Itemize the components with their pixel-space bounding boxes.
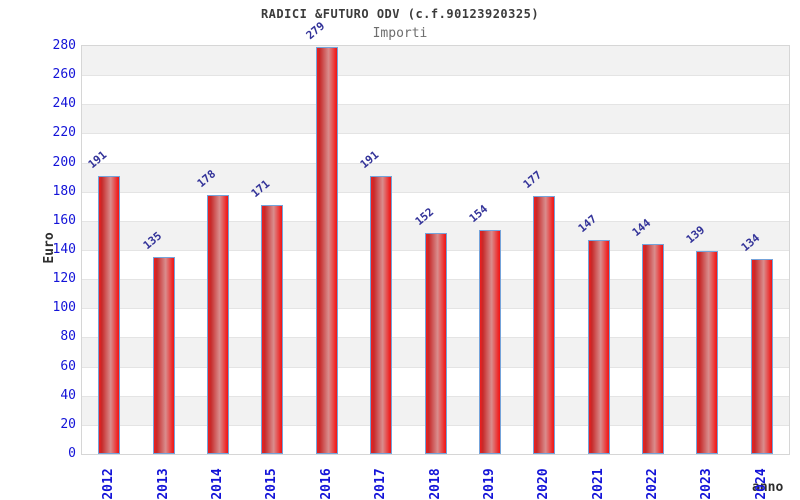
background-band bbox=[82, 133, 789, 163]
x-axis-title: anno bbox=[752, 480, 784, 495]
y-tick-label: 100 bbox=[52, 300, 76, 316]
x-tick-label-2023: 2023 bbox=[699, 468, 715, 500]
y-tick-label: 240 bbox=[52, 96, 76, 112]
background-band bbox=[82, 75, 789, 105]
x-tick-label-2012: 2012 bbox=[101, 468, 117, 500]
x-tick-label-2017: 2017 bbox=[373, 468, 389, 500]
x-tick-label-2019: 2019 bbox=[481, 468, 497, 500]
y-tick-label: 120 bbox=[52, 271, 76, 287]
x-tick-label-2022: 2022 bbox=[645, 468, 661, 500]
background-band bbox=[82, 162, 789, 192]
chart-title: RADICI &FUTURO ODV (c.f.90123920325) bbox=[260, 7, 540, 21]
y-tick-label: 140 bbox=[52, 242, 76, 257]
y-tick-label: 200 bbox=[52, 154, 76, 170]
y-tick-label: 160 bbox=[52, 212, 76, 228]
bar-2014 bbox=[206, 194, 229, 454]
gridline bbox=[82, 191, 789, 193]
gridline bbox=[82, 104, 789, 106]
gridline bbox=[82, 133, 789, 135]
bar-2013 bbox=[152, 257, 175, 454]
y-tick-label: 260 bbox=[52, 67, 76, 83]
y-tick-label: 0 bbox=[68, 446, 76, 461]
y-tick-label: 40 bbox=[60, 387, 76, 403]
bar-2012 bbox=[98, 175, 121, 454]
background-band bbox=[82, 104, 789, 134]
x-tick-label-2020: 2020 bbox=[536, 468, 552, 500]
bar-2016 bbox=[315, 47, 338, 454]
y-tick-label: 220 bbox=[52, 125, 76, 141]
bar-2022 bbox=[642, 244, 665, 454]
x-tick-label-2014: 2014 bbox=[209, 468, 225, 500]
bar-2020 bbox=[533, 196, 556, 454]
x-tick-label-2021: 2021 bbox=[590, 468, 606, 500]
x-tick-label-2018: 2018 bbox=[427, 468, 443, 500]
bar-2024 bbox=[750, 258, 773, 454]
background-band bbox=[82, 191, 789, 221]
bar-2017 bbox=[370, 175, 393, 454]
gridline bbox=[82, 220, 789, 222]
bar-2018 bbox=[424, 232, 447, 454]
y-tick-label: 60 bbox=[60, 358, 76, 374]
y-tick-label: 20 bbox=[60, 416, 76, 432]
y-tick-label: 180 bbox=[52, 183, 76, 199]
bar-2019 bbox=[478, 229, 501, 454]
chart-subtitle: Importi bbox=[372, 26, 428, 41]
bar-2023 bbox=[696, 251, 719, 454]
x-tick-label-2016: 2016 bbox=[318, 468, 334, 500]
gridline bbox=[82, 75, 789, 77]
x-tick-label-2024: 2024 bbox=[753, 468, 769, 500]
y-tick-label: 80 bbox=[60, 329, 76, 345]
background-band bbox=[82, 46, 789, 76]
plot-area bbox=[81, 45, 790, 455]
gridline bbox=[82, 162, 789, 164]
x-tick-label-2013: 2013 bbox=[155, 468, 171, 500]
x-tick-label-2015: 2015 bbox=[264, 468, 280, 500]
y-tick-label: 280 bbox=[52, 38, 76, 53]
bar-2021 bbox=[587, 239, 610, 454]
bar-2015 bbox=[261, 204, 284, 454]
